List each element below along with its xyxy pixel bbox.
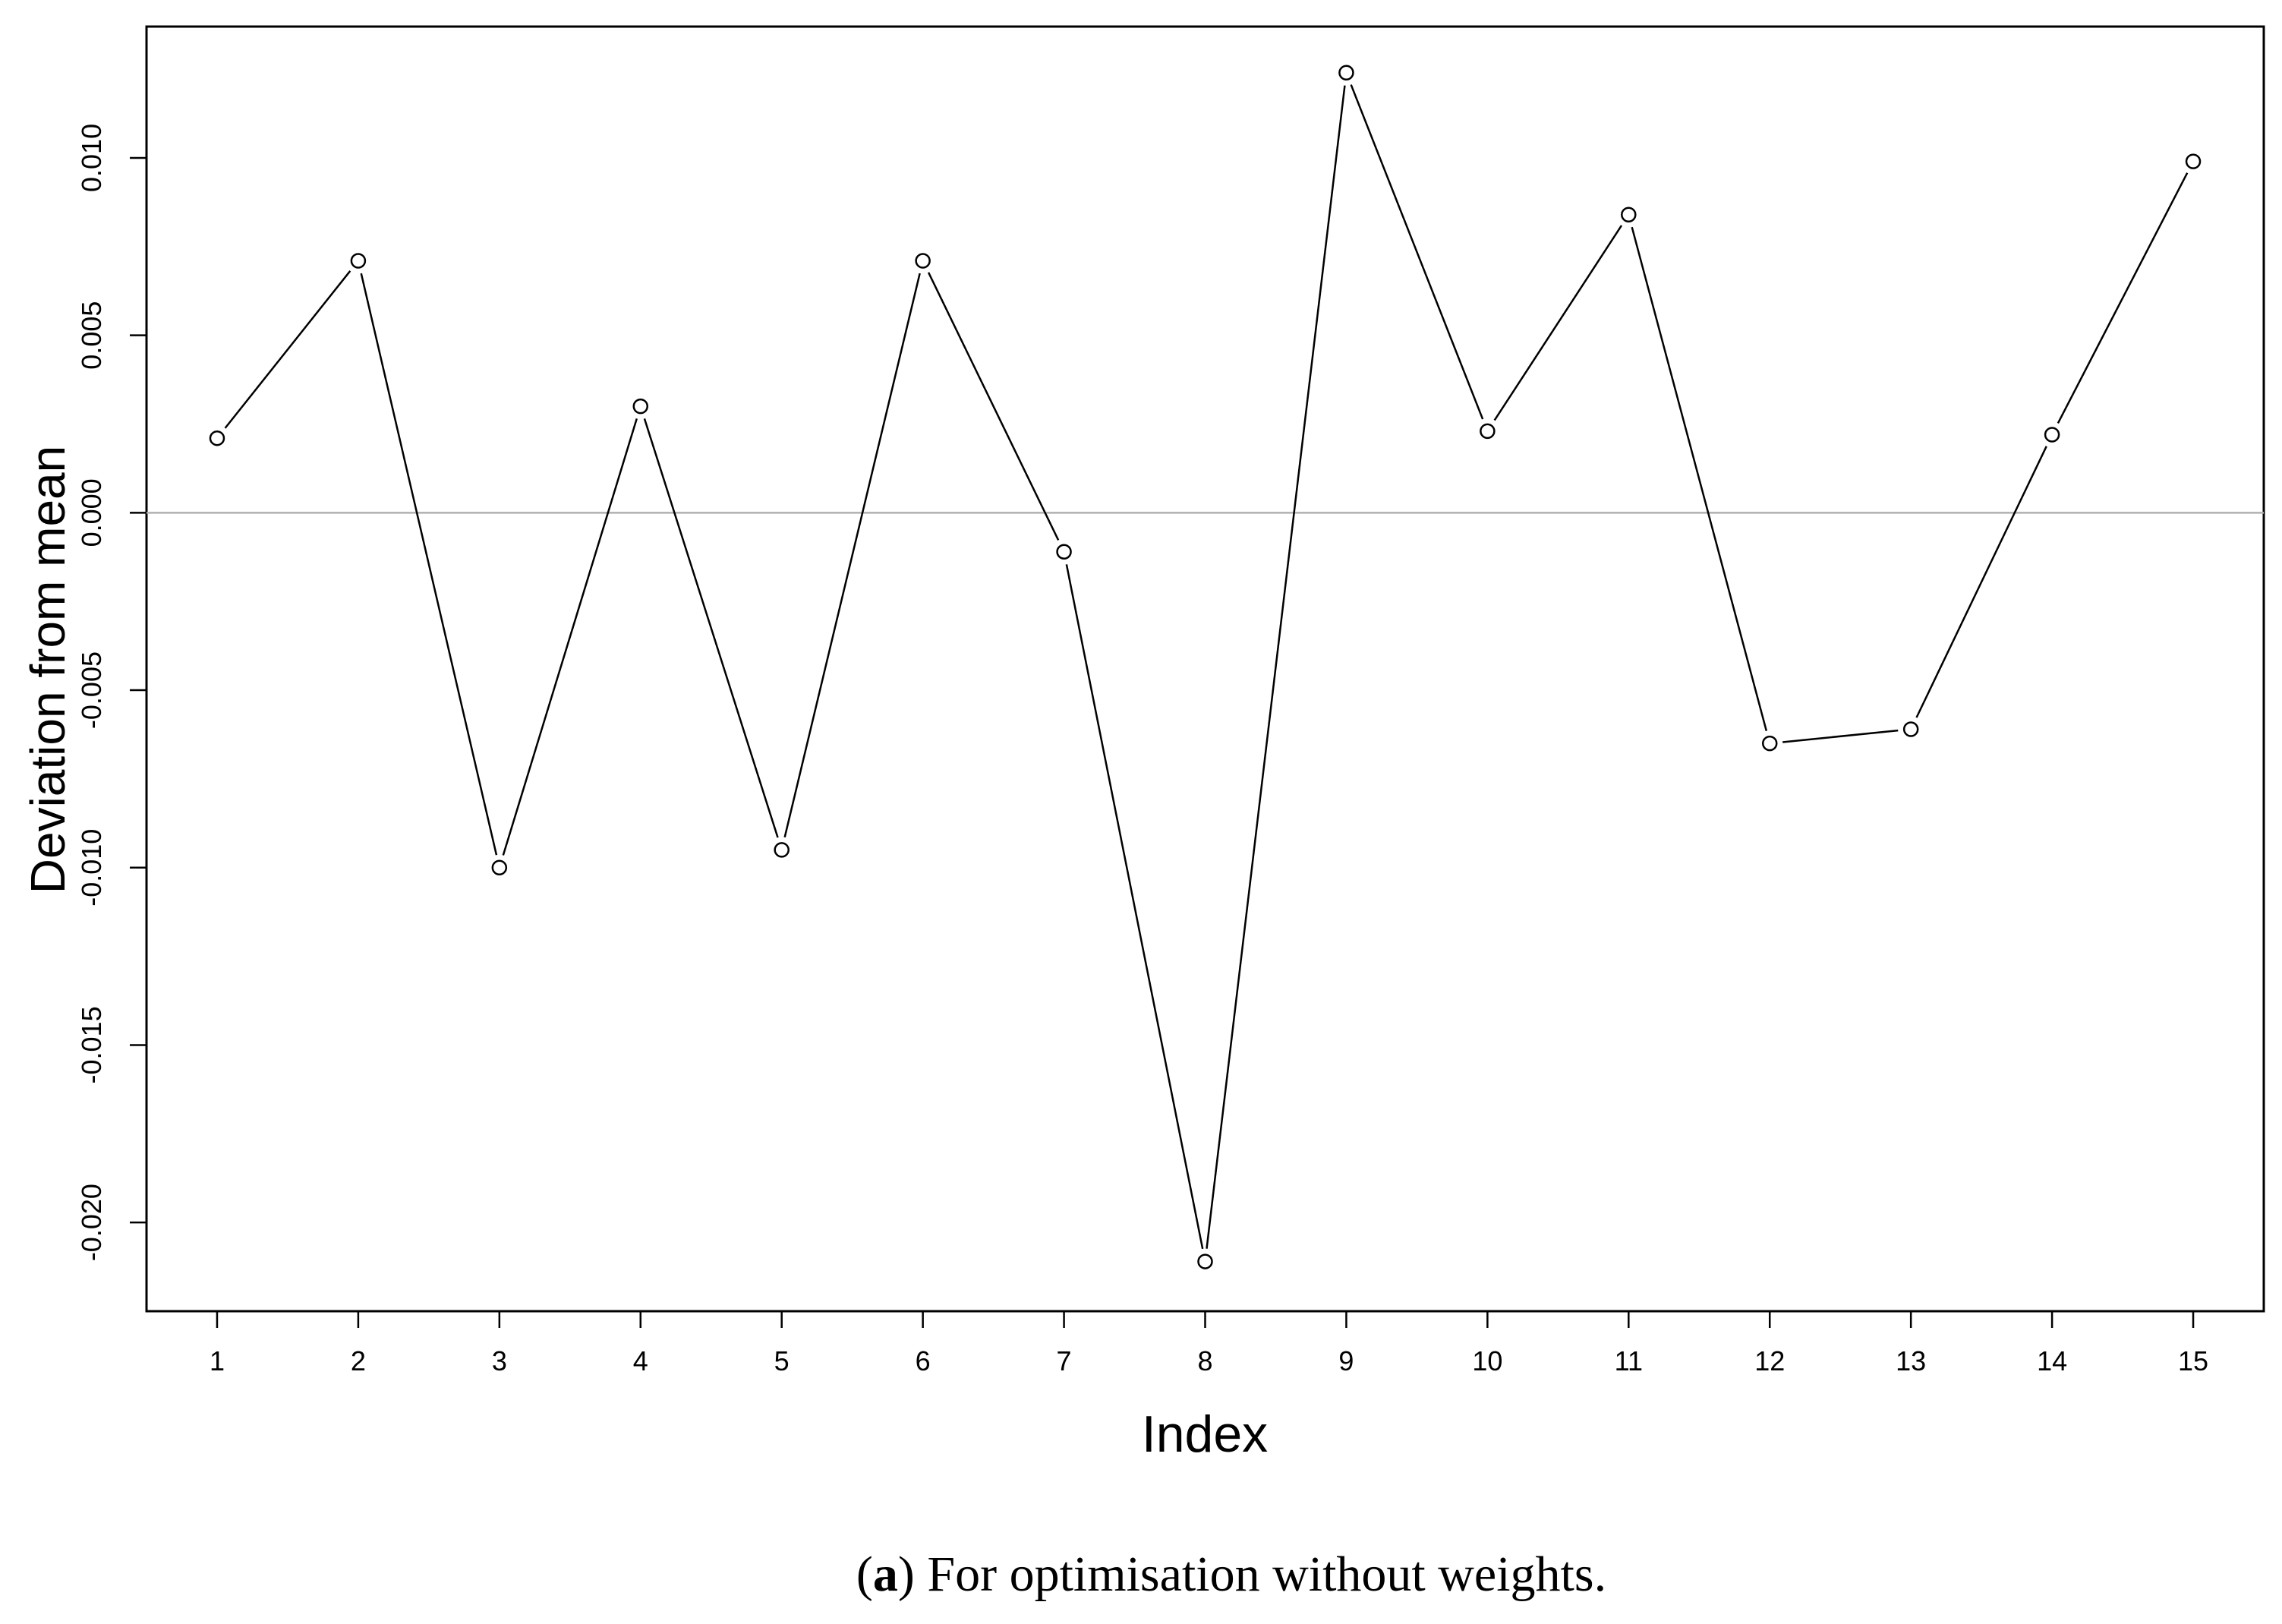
series-line-segment	[1493, 225, 1623, 421]
data-point	[1621, 207, 1637, 222]
series-line-segment	[502, 418, 638, 856]
x-tick-label: 7	[1057, 1345, 1072, 1376]
data-point	[2044, 427, 2060, 443]
data-point	[350, 253, 367, 269]
y-tick-label: 0.000	[76, 478, 107, 547]
plot-area: 1 2 3 4 5 6 7 8 9 10 11 12 13 14 15-0.020-0.015-0.010-…	[76, 25, 2265, 1376]
series-line-segment	[1631, 226, 1768, 732]
data-point	[1761, 735, 1778, 752]
caption-text: For optimisation without weights.	[927, 1547, 1606, 1602]
x-tick-label: 14	[2037, 1345, 2067, 1376]
x-tick-label: 9	[1338, 1345, 1354, 1376]
data-point	[491, 859, 508, 875]
series-line-segment	[643, 418, 779, 838]
y-tick-label: 0.005	[76, 301, 107, 370]
y-tick-label: -0.005	[76, 651, 107, 729]
data-point	[1480, 423, 1496, 440]
series-line-segment	[1350, 84, 1484, 420]
series-line-segment	[927, 272, 1060, 541]
x-tick-label: 4	[633, 1345, 648, 1376]
series-line-segment	[1206, 85, 1346, 1249]
series-line-segment	[224, 270, 351, 429]
series-line-segment	[1065, 564, 1204, 1250]
x-tick-label: 10	[1472, 1345, 1502, 1376]
x-tick-label: 3	[492, 1345, 507, 1376]
x-tick-label: 12	[1754, 1345, 1785, 1376]
data-point	[632, 398, 649, 415]
y-tick-label: 0.010	[76, 124, 107, 192]
x-axis-title: Index	[1142, 1405, 1268, 1463]
figure-caption: (a) For optimisation without weights.	[856, 1547, 1606, 1602]
y-tick-label: -0.010	[76, 829, 107, 907]
x-tick-label: 13	[1896, 1345, 1926, 1376]
series-line-segment	[783, 273, 921, 838]
plot-frame	[145, 25, 2265, 1313]
data-point	[209, 430, 225, 446]
data-point	[2185, 153, 2202, 169]
data-point	[915, 253, 931, 269]
series-line-segment	[2057, 172, 2189, 424]
x-tick-label: 6	[916, 1345, 931, 1376]
series-line-segment	[360, 273, 498, 856]
data-point	[1338, 65, 1354, 81]
y-tick-label: -0.015	[76, 1006, 107, 1083]
data-point	[774, 842, 790, 858]
x-tick-label: 5	[774, 1345, 790, 1376]
data-point	[1197, 1253, 1213, 1269]
y-axis-title: Deviation from mean	[20, 446, 75, 894]
x-tick-label: 2	[351, 1345, 366, 1376]
data-point	[1902, 721, 1919, 737]
caption-open-paren: (	[856, 1547, 873, 1602]
x-tick-label: 11	[1615, 1345, 1643, 1376]
y-tick-label: -0.020	[76, 1184, 107, 1261]
x-tick-label: 15	[2178, 1345, 2208, 1376]
x-tick-label: 1	[210, 1345, 225, 1376]
caption-close-paren: )	[898, 1547, 927, 1602]
series-line-segment	[1782, 729, 1899, 743]
caption-label: a	[873, 1547, 898, 1602]
data-point	[1056, 544, 1072, 560]
x-tick-label: 8	[1197, 1345, 1212, 1376]
series-line-segment	[1915, 446, 2047, 718]
